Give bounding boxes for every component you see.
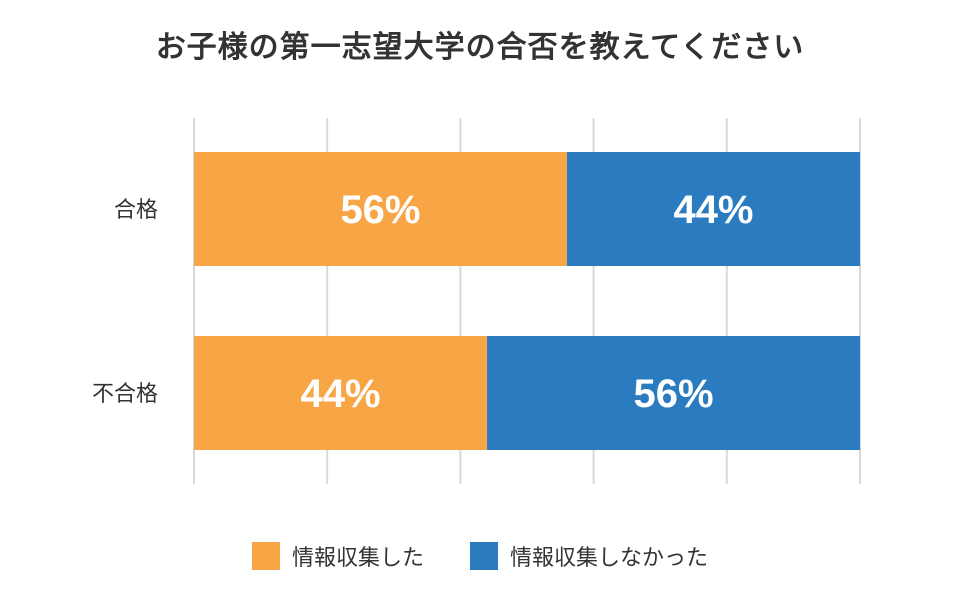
legend-swatch-not-collected [470, 542, 498, 570]
legend: 情報収集した 情報収集しなかった [0, 540, 960, 572]
data-labels: 56% 44% 44% 56% [300, 188, 753, 416]
bars [194, 152, 860, 450]
data-label: 44% [300, 372, 380, 416]
legend-item-collected: 情報収集した [251, 540, 424, 572]
category-label: 不合格 [92, 382, 158, 407]
bar-segment [487, 336, 860, 450]
legend-label-collected: 情報収集した [291, 546, 424, 571]
data-label: 44% [673, 188, 753, 232]
legend-swatch-collected [251, 542, 280, 570]
legend-item-not-collected: 情報収集しなかった [470, 540, 708, 572]
bar-segment [194, 336, 488, 450]
legend-label-not-collected: 情報収集しなかった [510, 546, 709, 571]
category-label: 合格 [114, 198, 158, 223]
bar-segment [194, 152, 567, 266]
data-label: 56% [633, 372, 713, 416]
bar-segment [566, 152, 860, 266]
chart-title: お子様の第一志望大学の合否を教えてください [155, 30, 805, 65]
data-label: 56% [340, 188, 420, 232]
